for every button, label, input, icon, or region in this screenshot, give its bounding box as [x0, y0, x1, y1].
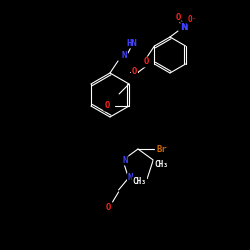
Text: N: N [122, 156, 128, 164]
Text: N: N [180, 22, 188, 32]
Text: O: O [132, 68, 137, 76]
Text: O: O [104, 102, 110, 110]
Text: CH₃: CH₃ [132, 178, 146, 186]
Text: N: N [121, 50, 127, 59]
Text: O: O [175, 12, 181, 22]
Text: Br: Br [156, 144, 168, 154]
Text: O: O [144, 58, 149, 66]
Text: O⁻: O⁻ [188, 14, 196, 24]
Text: N: N [181, 22, 187, 32]
Text: CH₃: CH₃ [154, 160, 168, 168]
Text: HN: HN [127, 38, 138, 48]
Text: N: N [128, 174, 133, 182]
Text: O: O [106, 204, 111, 212]
